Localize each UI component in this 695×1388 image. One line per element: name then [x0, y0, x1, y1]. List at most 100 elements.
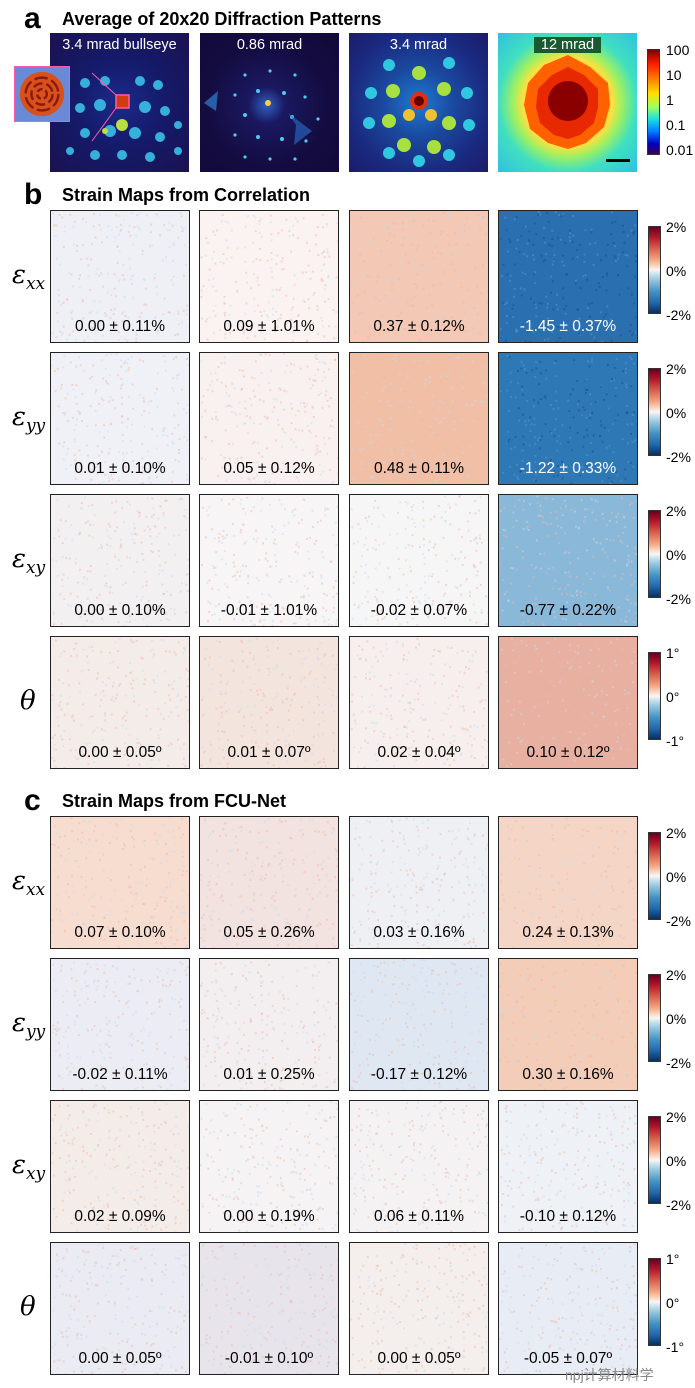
row-label-yy: εyy — [12, 404, 45, 435]
strain-map-tile: 0.30 ± 0.16% — [498, 958, 638, 1091]
strain-map-texture — [201, 496, 338, 626]
strain-value-label: -0.77 ± 0.22% — [519, 602, 617, 619]
colorbar-tick-label: 0% — [666, 1153, 687, 1169]
colorbar-strain — [648, 226, 661, 314]
strain-map-tile: 0.00 ± 0.11% — [50, 210, 190, 343]
strain-map-tile: 0.03 ± 0.16% — [349, 816, 489, 949]
row-label-symbol: θ — [20, 1292, 36, 1322]
strain-map-texture — [200, 637, 338, 768]
strain-value-label: -0.17 ± 0.12% — [370, 1066, 468, 1083]
watermark: npj计算材料学 — [565, 1367, 654, 1383]
row-label-xx: εxx — [12, 262, 45, 293]
strain-map-texture — [200, 818, 338, 948]
strain-map-texture — [51, 1243, 189, 1374]
diffraction-image-0.86-mrad: 0.86 mrad — [200, 33, 339, 172]
panel-b-letter: b — [24, 178, 43, 211]
strain-map-texture — [350, 353, 488, 484]
colorbar-strain — [648, 1258, 661, 1346]
strain-map-texture — [499, 495, 637, 626]
colorbar-tick-label: -2% — [666, 1055, 691, 1071]
diffraction-image-3.4-mrad: 3.4 mrad — [349, 33, 488, 172]
colorbar-tick-label: -2% — [666, 307, 691, 323]
strain-value-label: 0.02 ± 0.09% — [74, 1208, 166, 1225]
strain-map-texture — [499, 211, 637, 342]
panel-a-letter: a — [24, 2, 41, 35]
row-label-symbol: ε — [12, 1008, 26, 1038]
strain-map-tile: -1.45 ± 0.37% — [498, 210, 638, 343]
strain-value-label: 0.07 ± 0.10% — [74, 924, 166, 941]
strain-map-texture — [500, 1101, 637, 1232]
strain-value-label: 0.00 ± 0.05º — [78, 744, 162, 761]
strain-value-label: -0.05 ± 0.07º — [523, 1350, 613, 1367]
strain-value-label: 0.02 ± 0.04º — [377, 744, 461, 761]
strain-value-label: 0.10 ± 0.12º — [526, 744, 610, 761]
colorbar-tick-label: 0° — [666, 1295, 680, 1311]
colorbar-tick-label: -2% — [666, 913, 691, 929]
strain-value-label: -1.45 ± 0.37% — [519, 318, 617, 335]
row-label-symbol: ε — [12, 260, 26, 290]
colorbar-tick-label: 2% — [666, 1109, 687, 1125]
strain-value-label: -0.01 ± 1.01% — [220, 602, 318, 619]
strain-value-label: -0.02 ± 0.11% — [72, 1066, 168, 1083]
strain-value-label: 0.05 ± 0.12% — [223, 460, 315, 477]
strain-map-tile: -0.10 ± 0.12% — [498, 1100, 638, 1233]
strain-map-tile: 0.00 ± 0.10% — [50, 494, 190, 627]
strain-map-tile: 0.00 ± 0.05º — [349, 1242, 489, 1375]
colorbar-tick-label: -1° — [666, 1339, 685, 1355]
strain-map-tile: 0.02 ± 0.04º — [349, 636, 489, 769]
diffraction-image-12-mrad: 12 mrad — [498, 33, 637, 172]
colorbar-tick-label: 2% — [666, 825, 687, 841]
strain-map-tile: 0.06 ± 0.11% — [349, 1100, 489, 1233]
strain-value-label: -0.01 ± 0.10º — [224, 1350, 314, 1367]
strain-map-texture — [200, 959, 338, 1090]
strain-map-tile: -0.17 ± 0.12% — [349, 958, 489, 1091]
strain-value-label: 0.01 ± 0.07º — [227, 744, 311, 761]
strain-value-label: -1.22 ± 0.33% — [519, 460, 617, 477]
small-spots — [204, 69, 320, 161]
colorbar-tick-label: 0% — [666, 263, 687, 279]
colorbar-tick-label: 2% — [666, 967, 687, 983]
strain-map-tile: -0.01 ± 0.10º — [199, 1242, 339, 1375]
colorbar-strain — [648, 832, 661, 920]
strain-map-tile: -0.02 ± 0.07% — [349, 494, 489, 627]
colorbar-tick-label: 0% — [666, 869, 687, 885]
tick-label: 10 — [666, 67, 682, 83]
strain-map-tile: 0.48 ± 0.11% — [349, 352, 489, 485]
strain-map-texture — [200, 353, 338, 484]
strain-map-texture — [200, 1243, 338, 1374]
strain-value-label: 0.01 ± 0.10% — [74, 460, 166, 477]
tick-label: 1 — [666, 92, 674, 108]
strain-map-tile: 0.37 ± 0.12% — [349, 210, 489, 343]
colorbar-tick-label: -2% — [666, 449, 691, 465]
strain-map-texture — [51, 638, 189, 768]
strain-map-texture — [499, 817, 637, 948]
strain-value-label: 0.06 ± 0.11% — [373, 1208, 465, 1225]
strain-map-texture — [350, 495, 488, 626]
strain-map-texture — [51, 211, 189, 342]
row-label-xy: εxy — [12, 546, 45, 577]
colorbar-tick-label: 0% — [666, 547, 687, 563]
colorbar-strain — [648, 652, 661, 740]
colorbar-strain — [648, 368, 661, 456]
strain-value-label: 0.37 ± 0.12% — [373, 318, 465, 335]
row-label-symbol: ε — [12, 1150, 26, 1180]
row-label-subscript: yy — [25, 1022, 46, 1042]
panel-a-title: Average of 20x20 Diffraction Patterns — [62, 9, 382, 29]
dp-label-3.4-mrad: 3.4 mrad — [389, 37, 448, 53]
strain-map-tile: 0.07 ± 0.10% — [50, 816, 190, 949]
colorbar-tick-label: 0° — [666, 689, 680, 705]
panel-c-title: Strain Maps from FCU-Net — [62, 791, 287, 811]
strain-map-tile: 0.01 ± 0.07º — [199, 636, 339, 769]
strain-map-tile: -0.01 ± 1.01% — [199, 494, 339, 627]
colorbar-tick-label: 0% — [666, 1011, 687, 1027]
strain-map-tile: -0.05 ± 0.07º — [498, 1242, 638, 1375]
strain-map-tile: 0.01 ± 0.25% — [199, 958, 339, 1091]
strain-value-label: 0.48 ± 0.11% — [373, 460, 465, 477]
strain-map-tile: 0.02 ± 0.09% — [50, 1100, 190, 1233]
strain-value-label: 0.00 ± 0.10% — [74, 602, 166, 619]
strain-map-texture — [499, 1243, 637, 1374]
strain-value-label: 0.00 ± 0.05º — [78, 1350, 162, 1367]
colorbar-tick-label: -2% — [666, 1197, 691, 1213]
row-label-subscript: xy — [25, 1164, 46, 1184]
strain-map-tile: 0.24 ± 0.13% — [498, 816, 638, 949]
